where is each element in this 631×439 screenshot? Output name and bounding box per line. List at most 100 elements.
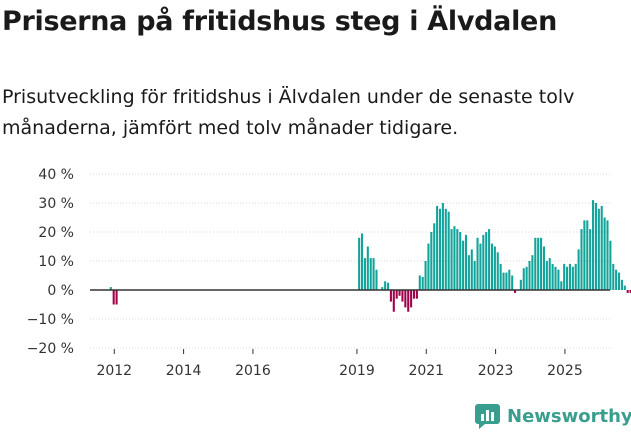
bar	[615, 269, 618, 290]
bar	[459, 232, 462, 290]
bar	[505, 272, 508, 290]
bar	[580, 229, 583, 290]
bar	[531, 255, 534, 290]
bar	[554, 266, 557, 290]
bar-chart: 40 %30 %20 %10 %0 %−10 %−20 % 2012 2014 20…	[27, 167, 631, 379]
bar	[433, 223, 436, 290]
bar	[453, 226, 456, 290]
bars	[109, 200, 631, 312]
bar	[612, 263, 615, 290]
bar	[603, 217, 606, 290]
newsworthy-logo-text: Newsworthy	[507, 406, 631, 427]
bar	[496, 252, 499, 290]
bar	[502, 272, 505, 290]
bar	[430, 232, 433, 290]
bar	[109, 287, 112, 290]
bar	[450, 229, 453, 290]
newsworthy-logo: Newsworthy	[475, 404, 631, 429]
bar	[482, 234, 485, 290]
bar	[462, 240, 465, 290]
bar	[395, 290, 398, 299]
y-tick-label: 10 %	[38, 254, 74, 270]
x-tick-label: 2025	[547, 363, 583, 379]
x-tick-label: 2021	[408, 363, 444, 379]
bar	[384, 281, 387, 290]
x-tick-label: 2014	[166, 363, 202, 379]
bar	[511, 275, 514, 290]
bar	[626, 290, 629, 293]
bar	[571, 266, 574, 290]
bar	[404, 290, 407, 308]
bar	[363, 258, 366, 290]
bar	[418, 275, 421, 290]
bar	[577, 249, 580, 290]
x-tick-label: 2023	[478, 363, 514, 379]
bar	[441, 203, 444, 290]
y-tick-label: 20 %	[38, 225, 74, 241]
newsworthy-logo-icon	[475, 404, 500, 429]
bar	[542, 246, 545, 290]
bar	[563, 263, 566, 290]
bar	[479, 243, 482, 290]
bar	[372, 258, 375, 290]
bar	[618, 272, 621, 290]
bar	[606, 220, 609, 290]
x-axis: 2012 2014 2016 2019 2021 2023 2025	[96, 349, 583, 379]
x-tick-label: 2016	[235, 363, 271, 379]
bar	[574, 263, 577, 290]
bar	[609, 240, 612, 290]
bar	[427, 243, 430, 290]
bar	[389, 290, 392, 302]
bar	[470, 249, 473, 290]
x-tick-label: 2012	[96, 363, 132, 379]
y-axis-labels: 40 % 30 % 20 % 10 % 0 % −10 % −20 %	[27, 167, 74, 357]
bar	[568, 263, 571, 290]
bar	[444, 208, 447, 290]
bar	[629, 290, 631, 293]
bar	[412, 290, 416, 299]
bar	[525, 266, 528, 290]
bar	[369, 258, 372, 290]
bar	[545, 261, 548, 290]
bar	[375, 269, 378, 290]
bar	[537, 237, 540, 290]
bar	[557, 269, 560, 290]
bar	[522, 268, 525, 290]
bar	[514, 290, 517, 293]
bar	[360, 233, 364, 290]
bar	[548, 258, 551, 290]
bar	[589, 229, 592, 290]
bar	[540, 237, 543, 290]
bar	[519, 279, 522, 290]
y-tick-label: 0 %	[47, 283, 74, 299]
bar	[592, 200, 595, 290]
bar	[551, 263, 554, 290]
bar	[620, 279, 623, 290]
y-tick-label: 30 %	[38, 196, 74, 212]
bar	[392, 290, 395, 312]
bar	[447, 211, 450, 290]
bar	[112, 290, 115, 305]
bar	[490, 243, 494, 290]
chart-title: Priserna på fritidshus steg i Älvdalen	[2, 6, 557, 37]
bar	[398, 290, 401, 296]
bar	[597, 208, 600, 290]
bar	[381, 287, 384, 290]
bar	[499, 263, 502, 290]
y-tick-label: −20 %	[27, 341, 74, 357]
bar	[560, 281, 563, 290]
bar	[493, 246, 496, 290]
bar	[415, 290, 418, 299]
bar	[467, 255, 470, 290]
bar	[386, 282, 390, 290]
bar	[566, 266, 569, 290]
bar	[407, 290, 410, 312]
bar	[528, 261, 531, 290]
bar	[583, 220, 586, 290]
bar	[623, 285, 626, 290]
y-tick-label: −10 %	[27, 312, 74, 328]
bar	[534, 237, 537, 290]
x-tick-label: 2019	[339, 363, 375, 379]
y-tick-label: 40 %	[38, 167, 74, 183]
bar	[438, 208, 442, 290]
